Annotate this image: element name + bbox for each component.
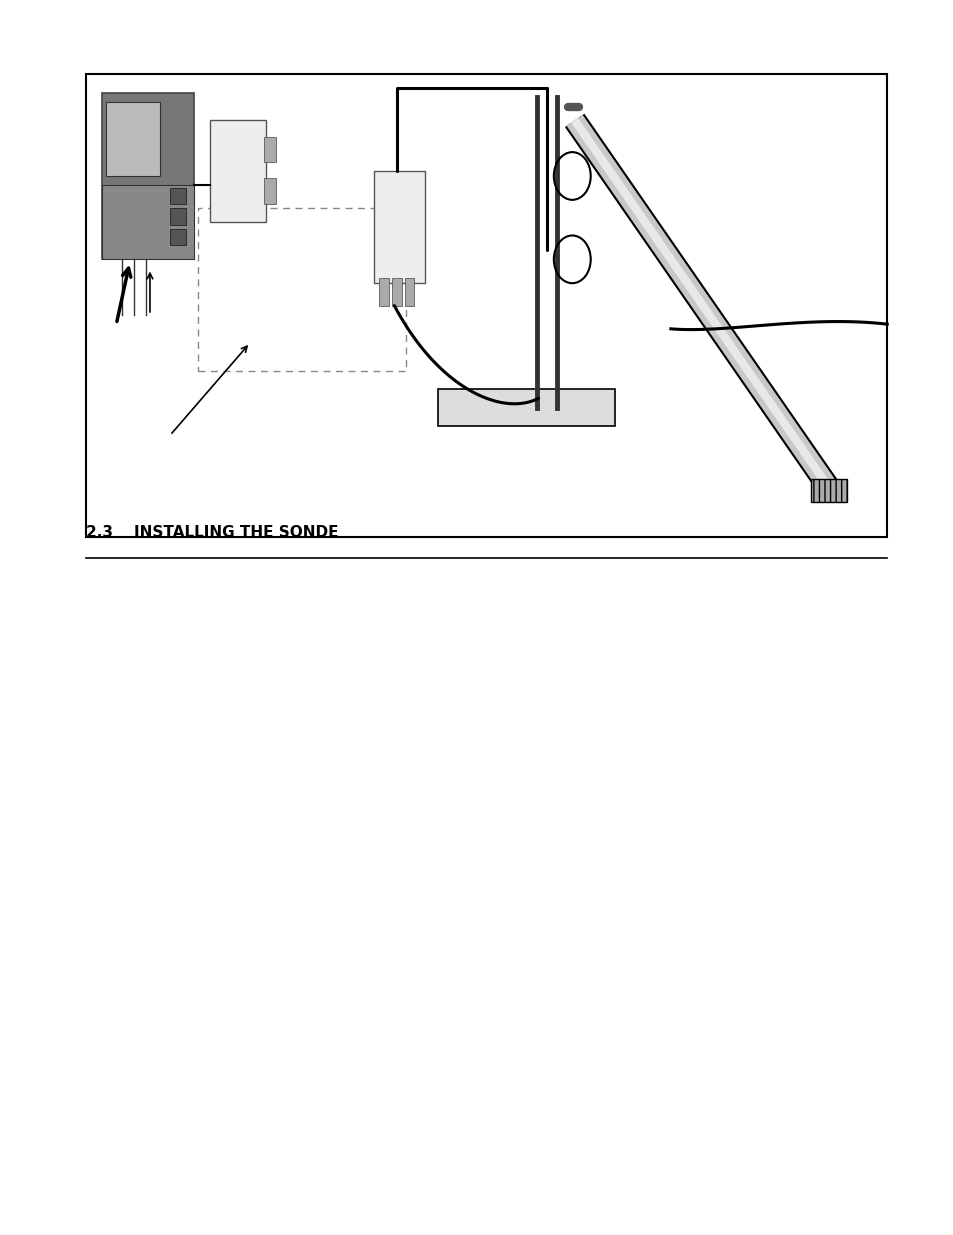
FancyBboxPatch shape xyxy=(438,389,614,426)
FancyBboxPatch shape xyxy=(392,278,401,306)
FancyBboxPatch shape xyxy=(378,278,389,306)
Text: 2.3    INSTALLING THE SONDE: 2.3 INSTALLING THE SONDE xyxy=(86,525,338,540)
FancyBboxPatch shape xyxy=(170,209,186,225)
FancyBboxPatch shape xyxy=(86,74,886,537)
FancyBboxPatch shape xyxy=(374,172,424,283)
FancyBboxPatch shape xyxy=(102,185,193,259)
FancyBboxPatch shape xyxy=(170,188,186,204)
FancyBboxPatch shape xyxy=(263,137,275,162)
FancyBboxPatch shape xyxy=(170,230,186,246)
FancyBboxPatch shape xyxy=(106,103,160,177)
FancyBboxPatch shape xyxy=(102,93,193,259)
FancyBboxPatch shape xyxy=(263,178,275,204)
FancyBboxPatch shape xyxy=(404,278,414,306)
FancyBboxPatch shape xyxy=(810,479,846,503)
FancyBboxPatch shape xyxy=(210,121,266,222)
